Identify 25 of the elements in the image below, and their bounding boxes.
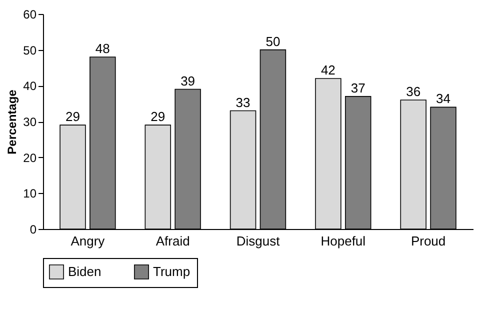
data-label: 33 xyxy=(236,94,250,110)
data-label: 29 xyxy=(66,109,80,124)
y-tick-label: 20 xyxy=(23,150,37,165)
data-label: 36 xyxy=(406,84,421,99)
data-label: 29 xyxy=(150,109,166,124)
data-label: 34 xyxy=(436,91,450,106)
legend-label: Trump xyxy=(153,264,190,279)
y-tick-label: 10 xyxy=(23,186,37,201)
y-tick-label: 0 xyxy=(30,222,37,236)
x-tick-label: Disgust xyxy=(236,234,280,248)
data-label: 50 xyxy=(266,34,280,49)
y-tick-label: 30 xyxy=(23,115,37,129)
y-tick-label: 60 xyxy=(23,8,37,22)
x-tick-label: Afraid xyxy=(156,234,190,248)
legend-label: Biden xyxy=(68,264,102,279)
x-tick-label: Hopeful xyxy=(320,234,366,248)
y-axis-title: Percentage xyxy=(5,89,20,154)
data-label: 42 xyxy=(320,62,336,78)
data-label: 48 xyxy=(95,41,110,56)
data-label: 39 xyxy=(180,73,196,88)
x-tick-label: Angry xyxy=(70,234,106,248)
y-tick-label: 50 xyxy=(23,43,37,58)
data-label: 37 xyxy=(350,80,366,96)
y-tick-label: 40 xyxy=(23,79,37,94)
x-tick-label: Proud xyxy=(410,234,446,248)
